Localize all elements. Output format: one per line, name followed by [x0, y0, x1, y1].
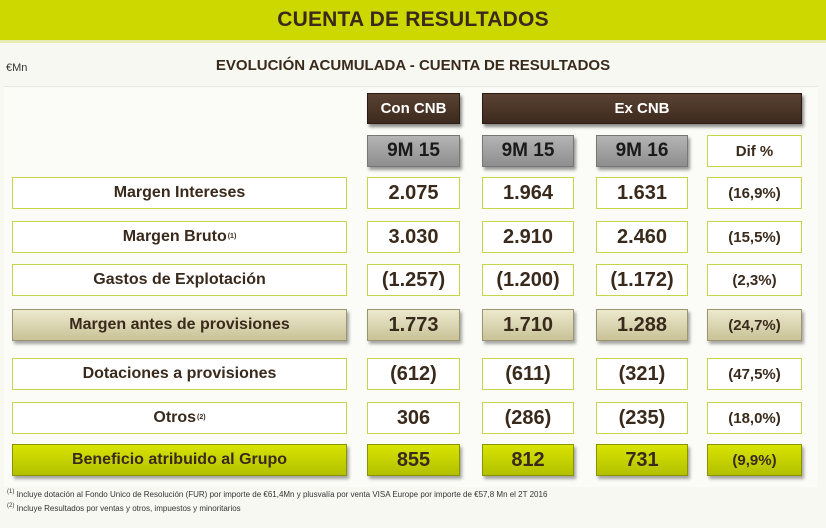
row-label: Margen Intereses — [12, 177, 347, 209]
value-dif: (18,0%) — [707, 402, 802, 434]
value-ex-9m15: 812 — [482, 444, 574, 476]
row-label-text: Margen Bruto — [122, 228, 227, 245]
row-label: Margen Bruto (1) — [12, 221, 347, 253]
value-con-9m15: (1.257) — [367, 264, 460, 296]
footnote-2-mark: (2) — [7, 503, 15, 510]
value-ex-9m15: 1.710 — [482, 309, 574, 341]
value-ex-9m15: (611) — [482, 358, 574, 390]
header-dif: Dif % — [707, 135, 802, 167]
value-dif: (16,9%) — [707, 177, 802, 209]
value-con-9m15: (612) — [367, 358, 460, 390]
row-label: Beneficio atribuido al Grupo — [12, 444, 347, 476]
unit-label: €Mn — [6, 62, 28, 74]
value-ex-9m15: (286) — [482, 402, 574, 434]
row-label-text: Margen Intereses — [113, 184, 246, 201]
value-dif: (2,3%) — [707, 264, 802, 296]
title-bar: CUENTA DE RESULTADOS — [0, 0, 826, 40]
footnotes: (1) Incluye dotación al Fondo Unico de R… — [6, 488, 547, 516]
table-subtitle: EVOLUCIÓN ACUMULADA - CUENTA DE RESULTAD… — [215, 57, 611, 74]
footnote-1-text: Incluye dotación al Fondo Unico de Resol… — [16, 490, 548, 499]
value-dif: (9,9%) — [707, 444, 802, 476]
value-dif: (15,5%) — [707, 221, 802, 253]
footnote-1-mark: (1) — [7, 489, 15, 496]
value-ex-9m15: 1.964 — [482, 177, 574, 209]
value-ex-9m15: (1.200) — [482, 264, 574, 296]
title-divider — [0, 40, 826, 43]
footnote-1: (1) Incluye dotación al Fondo Unico de R… — [6, 488, 547, 502]
row-label-text: Otros — [153, 409, 197, 426]
footnote-2: (2) Incluye Resultados por ventas y otro… — [6, 502, 547, 516]
value-ex-9m15: 2.910 — [482, 221, 574, 253]
row-label-text: Gastos de Explotación — [93, 271, 266, 288]
value-con-9m15: 2.075 — [367, 177, 460, 209]
slide-title: CUENTA DE RESULTADOS — [277, 8, 549, 31]
value-ex-9m16: 731 — [596, 444, 688, 476]
value-con-9m15: 855 — [367, 444, 460, 476]
value-con-9m15: 1.773 — [367, 309, 460, 341]
value-dif: (24,7%) — [707, 309, 802, 341]
value-dif: (47,5%) — [707, 358, 802, 390]
row-label: Otros (2) — [12, 402, 347, 434]
value-ex-9m16: 1.288 — [596, 309, 688, 341]
value-con-9m15: 306 — [367, 402, 460, 434]
header-period-ex-9m16: 9M 16 — [596, 135, 688, 167]
value-ex-9m16: 1.631 — [596, 177, 688, 209]
header-period-ex-9m15: 9M 15 — [482, 135, 574, 167]
value-ex-9m16: (235) — [596, 402, 688, 434]
footnote-2-text: Incluye Resultados por ventas y otros, i… — [16, 504, 241, 513]
row-label: Gastos de Explotación — [12, 264, 347, 296]
row-label-text: Margen antes de provisiones — [69, 316, 290, 333]
value-ex-9m16: 2.460 — [596, 221, 688, 253]
value-ex-9m16: (321) — [596, 358, 688, 390]
value-ex-9m16: (1.172) — [596, 264, 688, 296]
header-con-cnb: Con CNB — [367, 93, 460, 124]
row-label: Margen antes de provisiones — [12, 309, 347, 341]
header-ex-cnb: Ex CNB — [482, 93, 802, 124]
header-period-con-9m15: 9M 15 — [367, 135, 460, 167]
row-label: Dotaciones a provisiones — [12, 358, 347, 390]
row-label-text: Dotaciones a provisiones — [82, 365, 277, 382]
value-con-9m15: 3.030 — [367, 221, 460, 253]
row-label-text: Beneficio atribuido al Grupo — [71, 451, 288, 468]
